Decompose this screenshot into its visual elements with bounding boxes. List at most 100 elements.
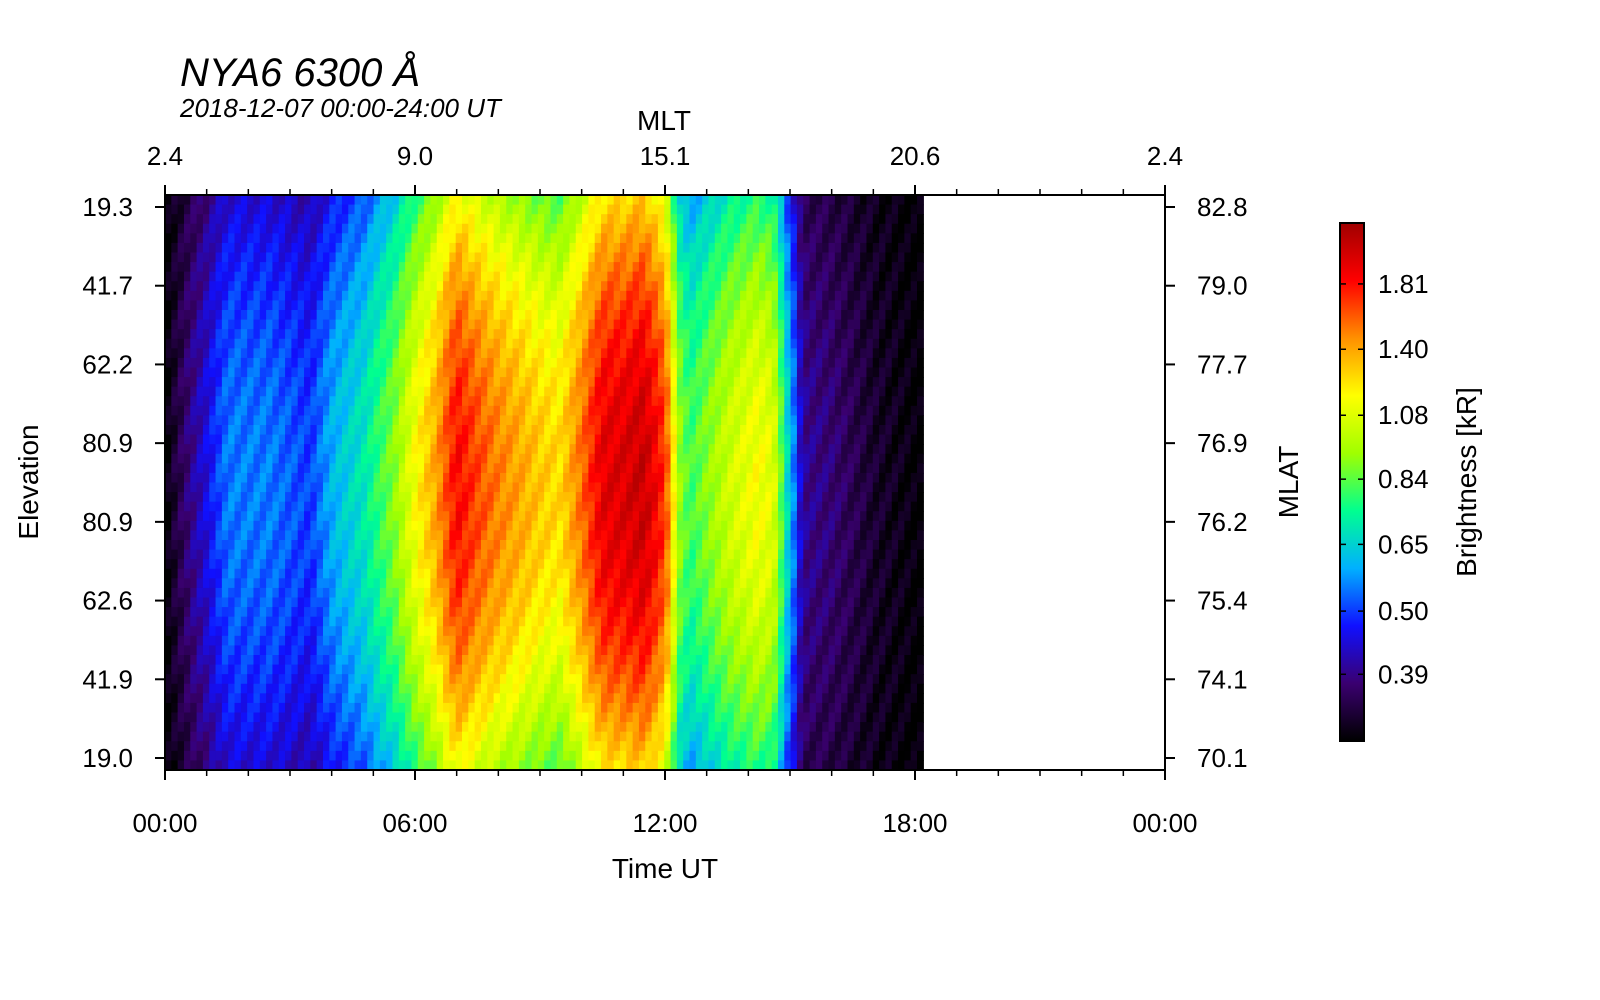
heatmap-cell: [310, 281, 318, 292]
heatmap-cell: [392, 587, 400, 599]
heatmap-cell: [354, 300, 362, 311]
heatmap-cell: [582, 252, 589, 263]
heatmap-cell: [202, 645, 210, 656]
heatmap-cell: [291, 338, 299, 349]
heatmap-cell: [234, 233, 242, 244]
heatmap-cell: [487, 214, 495, 225]
heatmap-cell: [594, 501, 602, 512]
heatmap-cell: [556, 482, 564, 493]
heatmap-cell: [183, 195, 191, 206]
heatmap-cell: [676, 310, 684, 321]
heatmap-cell: [480, 741, 488, 752]
heatmap-cell: [360, 760, 368, 771]
heatmap-cell: [329, 204, 337, 215]
heatmap-cell: [291, 520, 299, 532]
heatmap-cell: [449, 242, 457, 254]
heatmap-cell: [601, 511, 608, 522]
heatmap-cell: [360, 540, 368, 551]
heatmap-cell: [493, 683, 501, 694]
heatmap-cell: [449, 626, 457, 637]
heatmap-cell: [607, 367, 615, 378]
heatmap-cell: [556, 722, 564, 733]
heatmap-cell: [183, 281, 191, 292]
heatmap-cell: [209, 214, 217, 225]
heatmap-cell: [569, 204, 577, 215]
heatmap-cell: [316, 760, 324, 771]
heatmap-cell: [379, 578, 387, 589]
heatmap-cell: [322, 741, 330, 752]
heatmap-cell: [506, 731, 514, 742]
heatmap-cell: [462, 319, 469, 330]
heatmap-cell: [304, 540, 311, 551]
heatmap-cell: [360, 453, 368, 464]
heatmap-cell: [398, 722, 406, 733]
heatmap-cell: [297, 492, 305, 503]
heatmap-cell: [272, 702, 280, 714]
heatmap-cell: [468, 482, 476, 493]
heatmap-cell: [506, 195, 514, 206]
heatmap-cell: [177, 722, 185, 733]
heatmap-cell: [664, 396, 672, 407]
heatmap-cell: [253, 655, 261, 666]
heatmap-cell: [316, 693, 324, 704]
heatmap-cell: [392, 214, 400, 225]
heatmap-cell: [449, 472, 457, 484]
heatmap-cell: [620, 396, 627, 407]
heatmap-cell: [240, 271, 248, 282]
heatmap-cell: [424, 396, 432, 407]
heatmap-cell: [202, 693, 210, 704]
heatmap-cell: [417, 693, 425, 704]
heatmap-cell: [196, 750, 204, 762]
heatmap-cell: [664, 204, 672, 215]
heatmap-cell: [297, 501, 305, 512]
heatmap-cell: [177, 425, 185, 436]
heatmap-cell: [424, 712, 432, 723]
heatmap-cell: [291, 626, 299, 637]
heatmap-cell: [247, 520, 255, 532]
heatmap-cell: [253, 367, 261, 378]
heatmap-cell: [348, 271, 356, 282]
heatmap-cell: [443, 310, 450, 321]
heatmap-cell: [253, 271, 261, 282]
heatmap-cell: [512, 501, 520, 512]
heatmap-cell: [316, 655, 324, 666]
heatmap-cell: [234, 702, 242, 714]
heatmap-cell: [335, 492, 343, 503]
heatmap-cell: [335, 204, 343, 215]
heatmap-cell: [563, 530, 571, 541]
heatmap-cell: [645, 252, 653, 263]
heatmap-cell: [392, 492, 400, 503]
heatmap-cell: [373, 559, 381, 570]
heatmap-cell: [468, 750, 476, 762]
heatmap-cell: [202, 319, 210, 330]
heatmap-cell: [367, 319, 375, 330]
heatmap-cell: [291, 271, 299, 282]
heatmap-cell: [493, 645, 501, 656]
heatmap-cell: [411, 674, 419, 685]
heatmap-cell: [272, 329, 280, 340]
heatmap-cell: [202, 377, 210, 388]
heatmap-cell: [449, 348, 457, 359]
heatmap-cell: [335, 453, 343, 464]
heatmap-cell: [259, 530, 267, 541]
heatmap-cell: [518, 482, 526, 493]
heatmap-cell: [651, 290, 659, 302]
heatmap-cell: [638, 750, 646, 762]
heatmap-cell: [341, 348, 349, 359]
heatmap-cell: [537, 549, 545, 560]
heatmap-cell: [430, 405, 438, 417]
heatmap-cell: [278, 204, 286, 215]
heatmap-cell: [348, 329, 356, 340]
heatmap-cell: [582, 319, 589, 330]
heatmap-cell: [468, 214, 476, 225]
heatmap-cell: [190, 319, 198, 330]
heatmap-cell: [278, 693, 286, 704]
heatmap-cell: [329, 290, 337, 302]
heatmap-cell: [563, 290, 571, 302]
heatmap-cell: [563, 281, 571, 292]
heatmap-cell: [556, 540, 564, 551]
heatmap-cell: [632, 377, 640, 388]
heatmap-cell: [462, 655, 469, 666]
heatmap-cell: [676, 741, 684, 752]
heatmap-cell: [480, 750, 488, 762]
